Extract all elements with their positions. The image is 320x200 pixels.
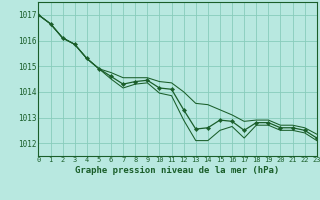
X-axis label: Graphe pression niveau de la mer (hPa): Graphe pression niveau de la mer (hPa) bbox=[76, 166, 280, 175]
